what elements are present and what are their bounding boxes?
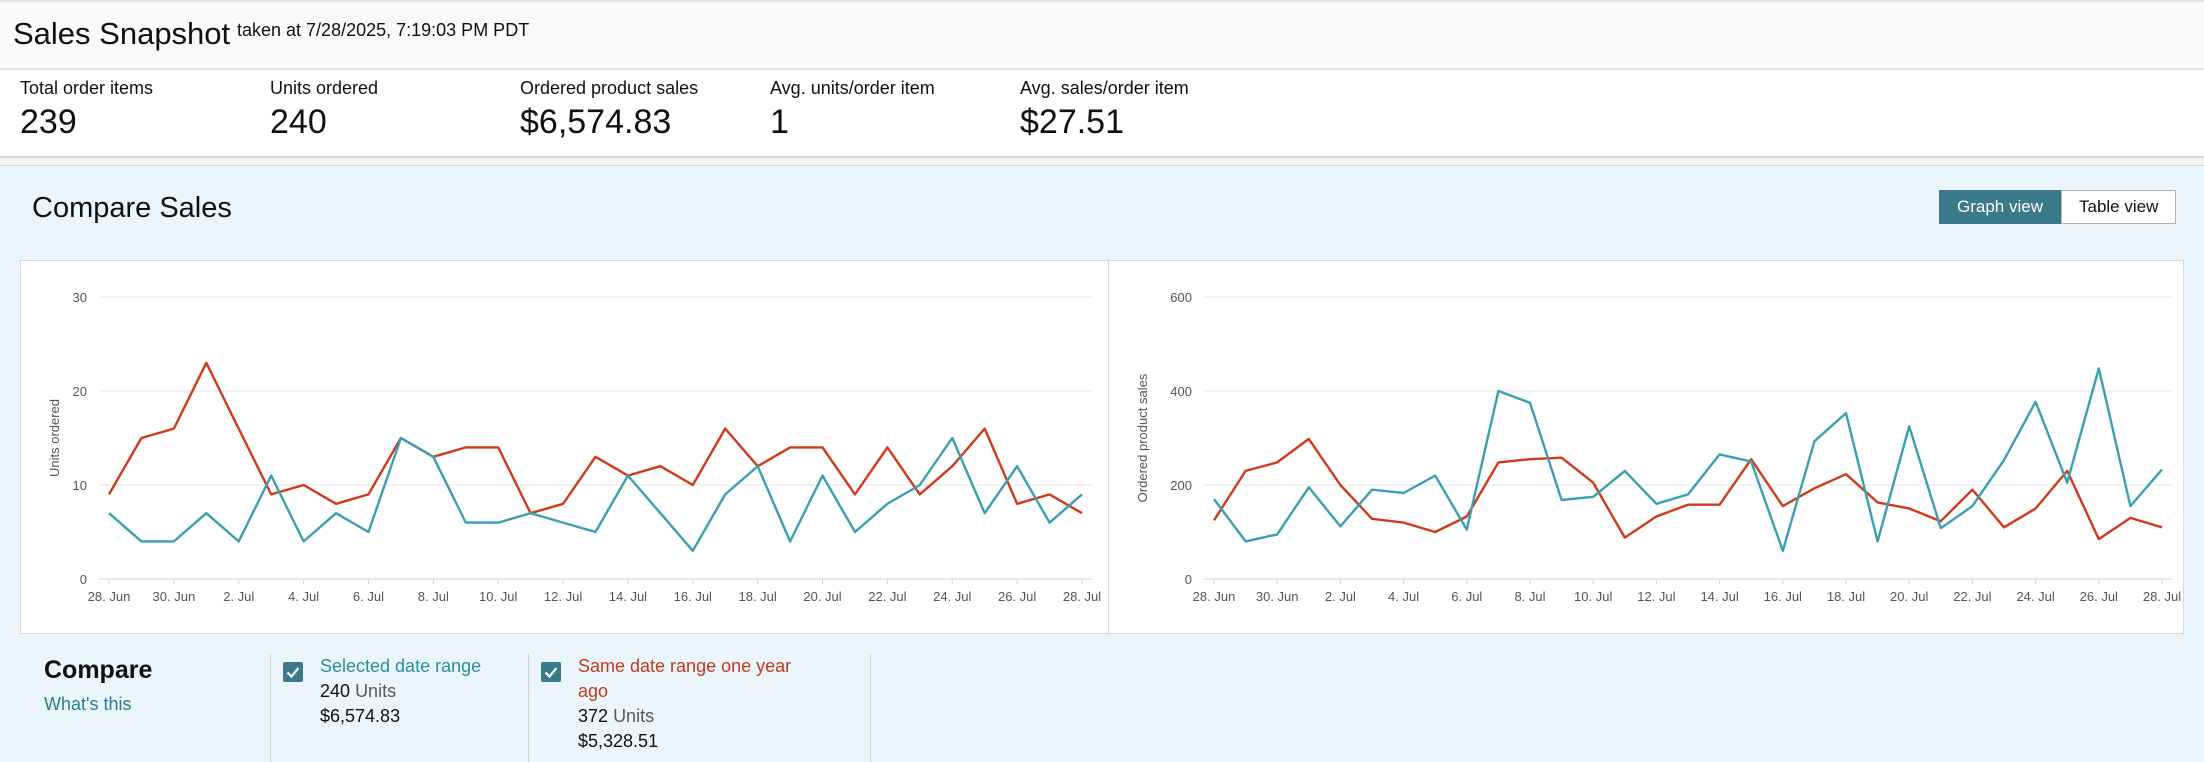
section-separator <box>0 158 2204 166</box>
snapshot-timestamp: taken at 7/28/2025, 7:19:03 PM PDT <box>237 20 530 40</box>
x-tick-label: 30. Jun <box>153 589 196 604</box>
x-tick-label: 28. Jun <box>88 589 131 604</box>
charts-panel: 0 10 20 30 28. Jun 30. Jun 2. Jul 4. Jul 6. Jul 8… <box>20 260 2184 634</box>
compare-sales-section: Compare Sales Graph view Table view 0 10 2… <box>0 166 2204 762</box>
metric-label: Avg. units/order item <box>770 78 935 98</box>
series-line-previous-year <box>1212 437 2163 541</box>
y-tick-label: 10 <box>73 478 87 493</box>
metric-label: Units ordered <box>270 78 379 98</box>
legend-units-word: Units <box>613 706 655 726</box>
x-tick-label: 20. Jul <box>1890 589 1928 604</box>
x-tick-label: 6. Jul <box>353 589 384 604</box>
metric-avg-units-per-order-item: Avg. units/order item 1 <box>770 78 935 142</box>
y-tick-label: 400 <box>1170 384 1192 399</box>
legend-divider <box>270 654 271 762</box>
x-tick-label: 28. Jul <box>2143 589 2181 604</box>
x-tick-label: 12. Jul <box>1637 589 1675 604</box>
x-tick-label: 30. Jun <box>1256 589 1299 604</box>
whats-this-link[interactable]: What's this <box>44 694 132 714</box>
table-view-button[interactable]: Table view <box>2060 190 2177 224</box>
legend-sales: $5,328.51 <box>578 731 659 751</box>
legend-units: 240 Units <box>320 679 570 704</box>
x-tick-label: 14. Jul <box>609 589 647 604</box>
y-tick-label: 600 <box>1170 290 1192 305</box>
x-tick-label: 16. Jul <box>674 589 712 604</box>
page-title: Sales Snapshot <box>13 16 231 51</box>
x-tick-label: 18. Jul <box>739 589 777 604</box>
x-tick-label: 10. Jul <box>479 589 517 604</box>
x-tick-label: 10. Jul <box>1574 589 1612 604</box>
legend-units: 372 Units <box>578 704 818 729</box>
chart-divider <box>1108 261 1109 633</box>
x-tick-label: 2. Jul <box>223 589 254 604</box>
x-tick-label: 14. Jul <box>1700 589 1738 604</box>
view-toggle: Graph view Table view <box>1939 190 2177 224</box>
y-tick-label: 30 <box>73 290 87 305</box>
legend-divider <box>528 654 529 762</box>
metric-ordered-product-sales: Ordered product sales $6,574.83 <box>520 78 698 142</box>
metric-value: 239 <box>20 103 77 141</box>
legend-series-name: Selected date range <box>320 656 482 676</box>
x-tick-label: 20. Jul <box>803 589 841 604</box>
legend-sales: $6,574.83 <box>320 706 401 726</box>
graph-view-button[interactable]: Graph view <box>1939 190 2061 224</box>
check-icon <box>544 667 558 679</box>
compare-legend: Compare What's this Selected date range … <box>0 634 2204 762</box>
y-axis-label: Units ordered <box>47 399 62 477</box>
metric-value: 1 <box>770 103 789 141</box>
x-tick-label: 6. Jul <box>1451 589 1482 604</box>
legend-title: Compare <box>44 656 153 684</box>
series-line-selected-range <box>1213 367 2163 552</box>
snapshot-header: Sales Snapshot taken at 7/28/2025, 7:19:… <box>0 0 2204 70</box>
x-tick-label: 2. Jul <box>1325 589 1356 604</box>
x-tick-label: 8. Jul <box>418 589 449 604</box>
metric-label: Ordered product sales <box>520 78 699 98</box>
x-tick-label: 12. Jul <box>544 589 582 604</box>
x-tick-label: 26. Jul <box>998 589 1036 604</box>
x-tick-label: 28. Jul <box>1063 589 1101 604</box>
x-tick-label: 18. Jul <box>1827 589 1865 604</box>
ordered-product-sales-chart: 0 200 400 600 28. Jun 30. Jun 2. Jul 4. Jul 6. J… <box>1135 290 2181 604</box>
metric-units-ordered: Units ordered 240 <box>270 78 378 142</box>
legend-units-value: 372 <box>578 706 609 726</box>
check-icon <box>286 667 300 679</box>
x-tick-label: 16. Jul <box>1764 589 1802 604</box>
legend-divider <box>870 654 871 762</box>
y-tick-label: 0 <box>80 572 87 587</box>
x-tick-label: 22. Jul <box>1953 589 1991 604</box>
x-tick-label: 8. Jul <box>1514 589 1545 604</box>
previous-year-checkbox[interactable] <box>541 662 561 682</box>
x-tick-label: 4. Jul <box>288 589 319 604</box>
metric-value: $6,574.83 <box>520 103 672 141</box>
y-axis-label: Ordered product sales <box>1135 373 1150 502</box>
x-tick-label: 4. Jul <box>1388 589 1419 604</box>
legend-series-name: Same date range one year ago <box>578 656 792 701</box>
selected-range-checkbox[interactable] <box>283 662 303 682</box>
compare-sales-title: Compare Sales <box>32 192 232 224</box>
legend-units-value: 240 <box>320 681 351 701</box>
metric-label: Total order items <box>20 78 154 98</box>
units-ordered-chart: 0 10 20 30 28. Jun 30. Jun 2. Jul 4. Jul 6. Jul 8… <box>47 290 1101 604</box>
x-tick-label: 24. Jul <box>2016 589 2054 604</box>
x-tick-label: 28. Jun <box>1193 589 1236 604</box>
series-line-selected-range <box>108 436 1083 552</box>
y-tick-label: 0 <box>1185 572 1192 587</box>
x-tick-label: 26. Jul <box>2080 589 2118 604</box>
x-tick-label: 24. Jul <box>933 589 971 604</box>
metric-value: $27.51 <box>1020 103 1124 141</box>
metric-label: Avg. sales/order item <box>1020 78 1189 98</box>
metric-value: 240 <box>270 103 327 141</box>
metric-total-order-items: Total order items 239 <box>20 78 153 142</box>
metrics-bar: Total order items 239 Units ordered 240 … <box>0 70 2204 158</box>
metric-avg-sales-per-order-item: Avg. sales/order item $27.51 <box>1020 78 1189 142</box>
y-tick-label: 20 <box>73 384 87 399</box>
x-tick-label: 22. Jul <box>868 589 906 604</box>
legend-units-word: Units <box>355 681 397 701</box>
series-line-previous-year <box>107 361 1083 515</box>
y-tick-label: 200 <box>1170 478 1192 493</box>
